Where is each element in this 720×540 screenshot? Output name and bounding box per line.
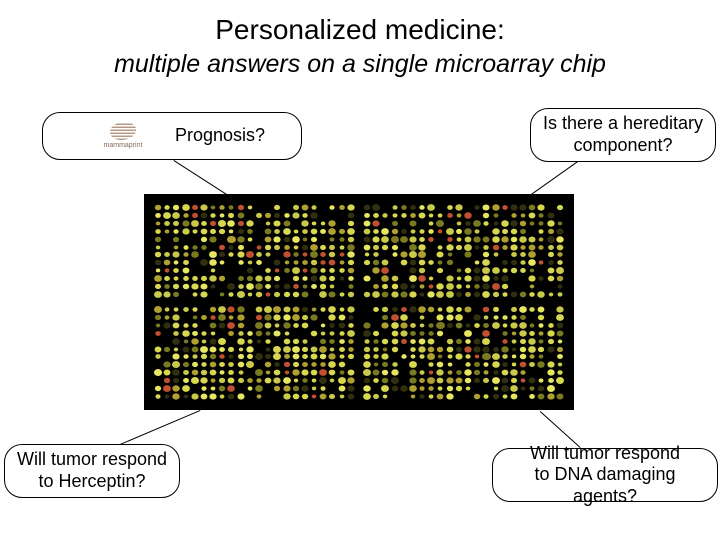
logo-swirl-icon [108, 122, 137, 140]
title-line1: Personalized medicine: [0, 14, 720, 46]
microarray-quadrant [154, 306, 355, 400]
connector-line [173, 160, 230, 197]
bubble-hereditary-label: Is there a hereditarycomponent? [543, 113, 703, 156]
microarray-quadrant [154, 204, 355, 298]
title-line2: multiple answers on a single microarray … [0, 50, 720, 79]
microarray-quadrant [363, 204, 564, 298]
microarray-quadrant [363, 306, 564, 400]
bubble-hereditary: Is there a hereditarycomponent? [530, 108, 716, 162]
bubble-prognosis-label: Prognosis? [175, 125, 265, 147]
bubble-dna-label: Will tumor respondto DNA damaging agents… [501, 443, 709, 508]
bubble-dna-damaging: Will tumor respondto DNA damaging agents… [492, 448, 718, 502]
bubble-herceptin: Will tumor respondto Herceptin? [4, 444, 180, 498]
slide: { "title": { "line1": "Personalized medi… [0, 0, 720, 540]
bubble-prognosis: mammaprint Prognosis? [42, 112, 302, 160]
bubble-herceptin-label: Will tumor respondto Herceptin? [17, 449, 167, 492]
connector-line [529, 161, 578, 196]
connector-line [120, 410, 200, 445]
mammaprint-logo: mammaprint [79, 117, 167, 155]
logo-text: mammaprint [104, 142, 143, 150]
microarray-chip-image [144, 194, 574, 410]
